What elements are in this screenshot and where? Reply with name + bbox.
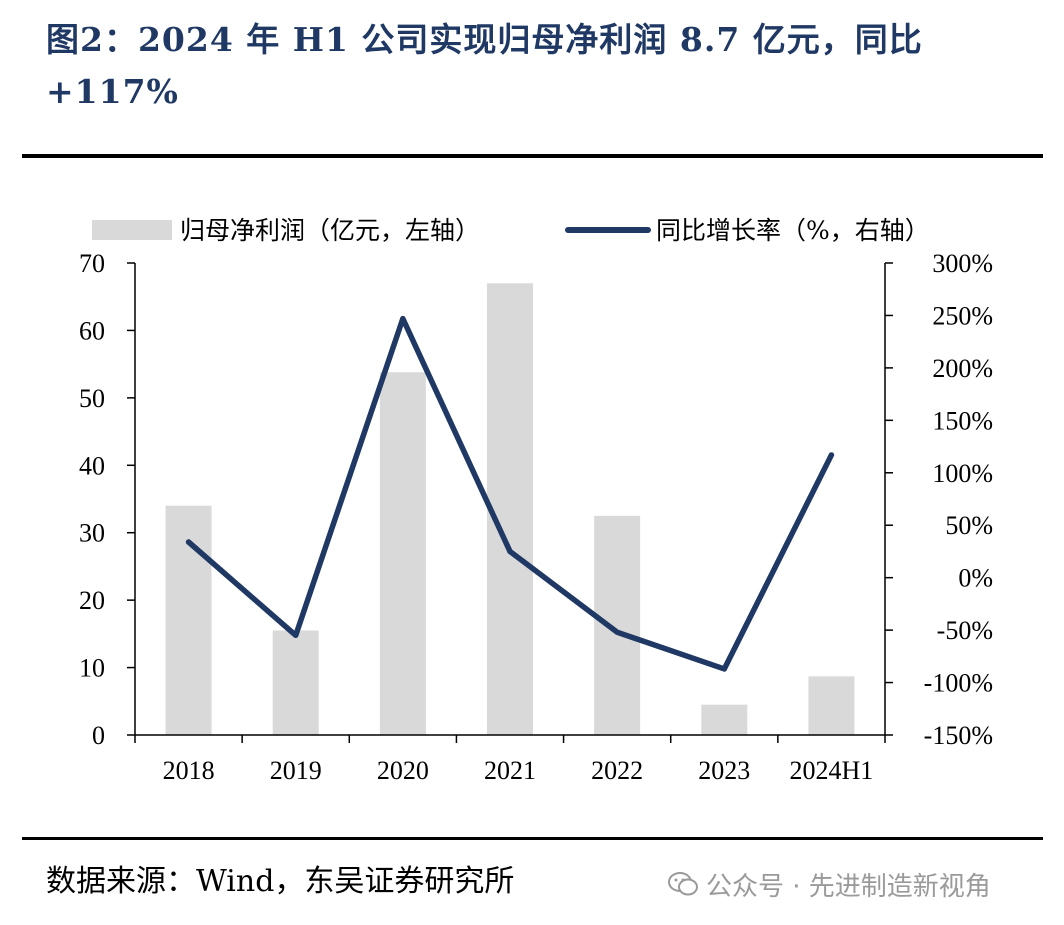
bar-series	[165, 283, 855, 735]
x-tick-label: 2024H1	[790, 756, 874, 785]
left-tick-label: 60	[79, 316, 105, 345]
line-series	[185, 315, 835, 672]
growth-point-2018	[186, 539, 192, 545]
bar-2024H1	[808, 676, 855, 735]
right-tick-label: -150%	[924, 721, 993, 750]
left-tick-label: 0	[92, 721, 105, 750]
right-tick-label: 0%	[958, 564, 993, 593]
left-tick-label: 10	[79, 654, 105, 683]
right-tick-label: 200%	[932, 354, 993, 383]
right-tick-label: 100%	[932, 459, 993, 488]
legend-line-label: 同比增长率（%，右轴）	[656, 216, 930, 245]
left-tick-label: 40	[79, 451, 105, 480]
watermark: 公众号 · 先进制造新视角	[668, 864, 991, 904]
right-tick-label: -50%	[937, 616, 993, 645]
right-tick-label: -100%	[924, 669, 993, 698]
legend: 归母净利润（亿元，左轴） 同比增长率（%，右轴）	[92, 216, 930, 245]
growth-point-2022	[614, 629, 620, 635]
legend-bar-swatch	[92, 220, 172, 240]
left-tick-label: 30	[79, 519, 105, 548]
growth-point-2019	[293, 632, 299, 638]
bar-2022	[594, 515, 641, 735]
x-tick-label: 2018	[163, 756, 215, 785]
bar-2020	[379, 372, 426, 735]
left-tick-label: 20	[79, 586, 105, 615]
right-tick-label: 50%	[945, 511, 993, 540]
right-tick-label: 150%	[932, 406, 993, 435]
right-tick-label: 250%	[932, 301, 993, 330]
bar-2021	[487, 283, 533, 735]
right-tick-label: 300%	[932, 249, 993, 278]
x-tick-label: 2022	[591, 756, 643, 785]
wechat-icon	[668, 872, 698, 896]
x-tick-label: 2020	[377, 756, 429, 785]
source-note: 数据来源：Wind，东吴证券研究所	[46, 864, 515, 899]
left-tick-label: 70	[79, 249, 105, 278]
chart-title: 图2：2024 年 H1 公司实现归母净利润 8.7 亿元，同比+117%	[46, 20, 923, 111]
combo-chart: 归母净利润（亿元，左轴） 同比增长率（%，右轴） 0 10 20 30 40 50 60 70…	[79, 216, 993, 785]
bar-2023	[701, 704, 748, 735]
legend-bar-label: 归母净利润（亿元，左轴）	[180, 216, 480, 245]
title-divider	[22, 154, 1043, 158]
growth-point-2023	[721, 666, 727, 672]
x-tick-label: 2019	[270, 756, 322, 785]
growth-point-2020	[400, 316, 406, 322]
bar-2019	[272, 630, 319, 735]
watermark-text: 公众号 · 先进制造新视角	[706, 871, 991, 902]
axes: 0 10 20 30 40 50 60 70 -150% -100% -50% 0% 50% 100% 15…	[79, 249, 993, 785]
source-divider	[22, 837, 1043, 840]
growth-point-2024H1	[828, 452, 834, 458]
x-tick-label: 2021	[484, 756, 536, 785]
x-tick-label: 2023	[698, 756, 750, 785]
left-tick-label: 50	[79, 384, 105, 413]
growth-point-2021	[507, 548, 513, 554]
